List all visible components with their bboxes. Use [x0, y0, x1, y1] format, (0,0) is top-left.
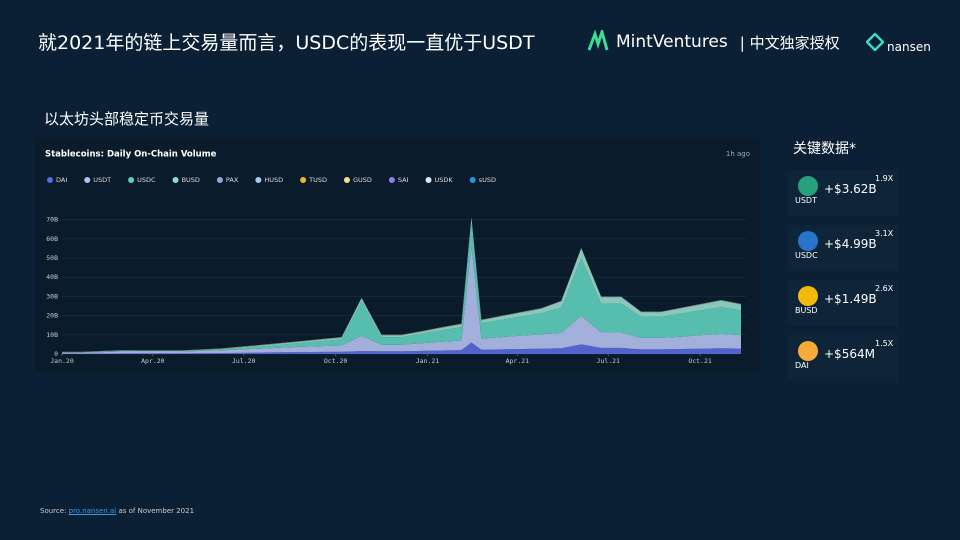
- x-tick-label: Apr.20: [141, 357, 165, 365]
- legend-swatch: [172, 177, 179, 183]
- x-tick-label: Jan.21: [416, 357, 440, 365]
- legend-swatch: [425, 177, 432, 183]
- source-suffix: as of November 2021: [118, 507, 195, 515]
- source-prefix: Source:: [40, 507, 67, 515]
- legend-label: SAI: [398, 176, 409, 184]
- legend-label: USDK: [435, 176, 454, 184]
- brand-logo: [587, 30, 609, 51]
- legend-label: HUSD: [264, 176, 283, 184]
- stat-card: USDC +$4.99B 3.1X: [788, 225, 898, 271]
- legend-swatch: [47, 177, 53, 183]
- source-link[interactable]: pro.nansen.ai: [68, 507, 117, 515]
- legend-swatch: [84, 177, 91, 183]
- license: | 中文独家授权: [739, 33, 840, 52]
- updated: 1h ago: [726, 150, 750, 158]
- token: BUSD: [795, 306, 818, 315]
- y-tick-label: 40B: [46, 273, 58, 281]
- legend-swatch: [300, 177, 307, 183]
- y-tick-label: 20B: [46, 312, 58, 320]
- area: [62, 246, 742, 354]
- area: [62, 342, 742, 354]
- legend-label: DAI: [56, 176, 67, 184]
- legend-swatch: [469, 177, 476, 183]
- change: +$1.49B: [824, 292, 877, 306]
- legend-swatch: [255, 177, 262, 183]
- token: USDT: [795, 196, 817, 205]
- brand: MintVentures | 中文独家授权: [586, 30, 840, 54]
- y-tick-label: 10B: [46, 331, 58, 339]
- x-tick-label: Jul.21: [596, 357, 620, 365]
- legend-label: USDC: [137, 176, 156, 184]
- stat-card: USDT +$3.62B 1.9X: [788, 170, 898, 216]
- partner-name: nansen: [887, 40, 931, 54]
- partner-logo: [866, 33, 884, 51]
- token-icon: [798, 231, 818, 251]
- partner: nansen: [866, 30, 931, 54]
- x-tick-label: Apr.21: [506, 357, 530, 365]
- multiple: 2.6X: [875, 284, 894, 293]
- legend-swatch: [388, 177, 395, 183]
- y-tick-label: 0: [54, 350, 58, 358]
- section-label: 以太坊头部稳定币交易量: [44, 110, 210, 128]
- area: [62, 223, 742, 353]
- legend-label: GUSD: [353, 176, 372, 184]
- change: +$564M: [824, 347, 875, 361]
- legend-swatch: [216, 177, 223, 183]
- multiple: 1.5X: [875, 339, 894, 348]
- token: USDC: [795, 251, 818, 260]
- legend-label: BUSD: [182, 176, 200, 184]
- legend-label: TUSD: [308, 176, 327, 184]
- x-tick-label: Oct.21: [688, 357, 712, 365]
- legend-label: sUSD: [479, 176, 496, 184]
- token: DAI: [795, 361, 809, 370]
- source: Source: pro.nansen.ai as of November 202…: [40, 507, 194, 515]
- y-tick-label: 70B: [46, 216, 58, 224]
- stat-card: BUSD +$1.49B 2.6X: [788, 280, 898, 326]
- y-tick-label: 30B: [46, 292, 58, 300]
- change: +$4.99B: [824, 237, 877, 251]
- legend-swatch: [128, 177, 135, 183]
- x-tick-label: Oct.20: [324, 357, 348, 365]
- multiple: 3.1X: [875, 229, 894, 238]
- x-tick-label: Jan.20: [50, 357, 74, 365]
- slide-title: 就2021年的链上交易量而言，USDC的表现一直优于USDT: [38, 32, 535, 54]
- brand-name: MintVentures: [616, 32, 728, 52]
- y-tick-label: 60B: [46, 235, 58, 243]
- token-icon: [798, 341, 818, 361]
- token-icon: [798, 176, 818, 196]
- legend-swatch: [343, 177, 350, 183]
- x-tick-label: Jul.20: [232, 357, 256, 365]
- y-tick-label: 50B: [46, 254, 58, 262]
- legend-label: USDT: [93, 176, 111, 184]
- change: +$3.62B: [824, 182, 877, 196]
- multiple: 1.9X: [875, 174, 894, 183]
- stat-card: DAI +$564M 1.5X: [788, 335, 898, 381]
- token-icon: [798, 286, 818, 306]
- stats-title: 关键数据*: [793, 141, 856, 157]
- chart-title: Stablecoins: Daily On-Chain Volume: [45, 150, 217, 160]
- legend-label: PAX: [226, 176, 239, 184]
